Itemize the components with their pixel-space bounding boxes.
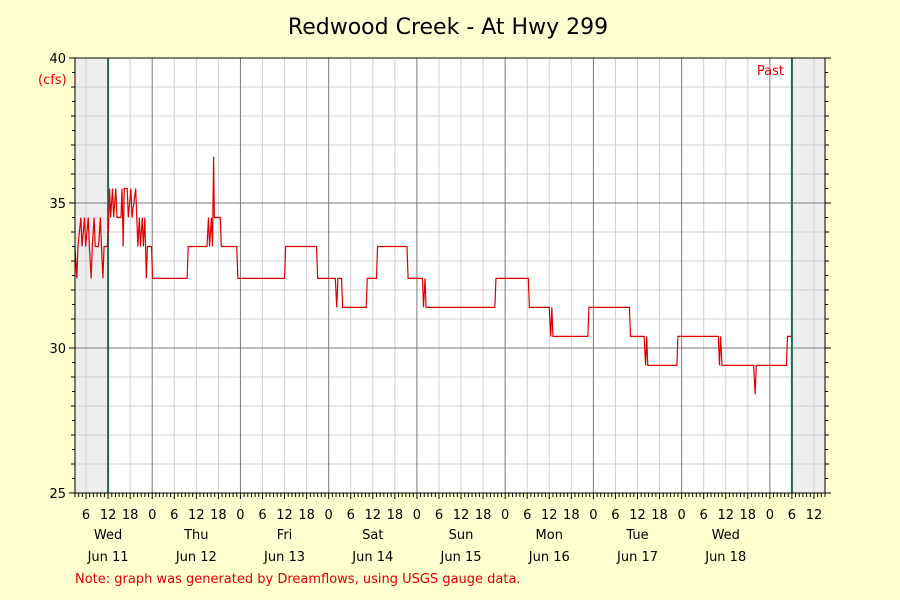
x-hour-tick-label: 18 — [210, 508, 227, 523]
x-weekday-label: Fri — [277, 528, 293, 543]
x-hour-tick-label: 0 — [236, 508, 244, 523]
x-weekday-label: Tue — [625, 528, 648, 543]
x-hour-tick-label: 18 — [740, 508, 757, 523]
x-hour-tick-label: 12 — [629, 508, 646, 523]
x-hour-tick-label: 6 — [788, 508, 796, 523]
x-hour-tick-label: 0 — [413, 508, 421, 523]
x-hour-tick-label: 18 — [651, 508, 668, 523]
x-hour-tick-label: 6 — [170, 508, 178, 523]
x-hour-tick-label: 0 — [148, 508, 156, 523]
past-annotation: Past — [757, 64, 784, 79]
x-hour-tick-label: 18 — [475, 508, 492, 523]
x-hour-tick-label: 12 — [276, 508, 293, 523]
x-hour-tick-label: 12 — [806, 508, 823, 523]
x-hour-tick-label: 6 — [523, 508, 531, 523]
x-weekday-label: Mon — [536, 528, 563, 543]
y-tick-label: 40 — [49, 52, 66, 67]
x-date-label: Jun 16 — [528, 550, 570, 565]
x-date-label: Jun 18 — [704, 550, 746, 565]
y-axis-unit: (cfs) — [38, 73, 67, 88]
x-hour-tick-label: 6 — [611, 508, 619, 523]
x-hour-tick-label: 6 — [435, 508, 443, 523]
x-hour-tick-label: 0 — [501, 508, 509, 523]
x-weekday-label: Wed — [94, 528, 122, 543]
x-date-label: Jun 11 — [87, 550, 129, 565]
flow-series-line — [74, 156, 792, 395]
y-tick-label: 35 — [49, 197, 66, 212]
y-tick-label: 30 — [49, 342, 66, 357]
chart-title: Redwood Creek - At Hwy 299 — [288, 15, 608, 40]
footnote: Note: graph was generated by Dreamflows,… — [75, 572, 521, 587]
x-hour-tick-label: 18 — [298, 508, 315, 523]
x-date-label: Jun 15 — [440, 550, 482, 565]
x-hour-tick-label: 0 — [677, 508, 685, 523]
x-hour-tick-label: 6 — [82, 508, 90, 523]
x-hour-tick-label: 18 — [387, 508, 404, 523]
y-tick-label: 25 — [49, 487, 66, 502]
series-layer — [74, 156, 792, 395]
x-hour-tick-label: 12 — [365, 508, 382, 523]
x-hour-tick-label: 18 — [563, 508, 580, 523]
y-axis-labels: 25 30 35 40 — [49, 52, 66, 502]
x-date-label: Jun 12 — [175, 550, 217, 565]
x-hour-tick-label: 12 — [188, 508, 205, 523]
x-hour-tick-label: 6 — [700, 508, 708, 523]
x-hour-tick-label: 12 — [100, 508, 117, 523]
x-date-label: Jun 17 — [616, 550, 658, 565]
x-hour-tick-label: 0 — [589, 508, 597, 523]
x-hour-tick-label: 12 — [453, 508, 470, 523]
plot-area — [75, 58, 825, 493]
x-weekday-label: Thu — [183, 528, 208, 543]
minor-grid — [75, 58, 825, 493]
x-hour-tick-label: 0 — [325, 508, 333, 523]
x-hour-tick-label: 0 — [766, 508, 774, 523]
axes — [69, 57, 831, 499]
x-hour-tick-label: 6 — [258, 508, 266, 523]
boundary-lines — [107, 58, 793, 493]
x-weekday-label: Wed — [712, 528, 740, 543]
x-axis-labels: 6 12 18 0 6 12 18 0 6 12 18 0 6 12 18 0 6 12 18 0 6 12 18 0 6 12 1… — [82, 508, 822, 565]
x-date-label: Jun 13 — [263, 550, 305, 565]
x-hour-tick-label: 6 — [347, 508, 355, 523]
x-hour-tick-label: 12 — [541, 508, 558, 523]
x-weekday-label: Sun — [449, 528, 474, 543]
x-weekday-label: Sat — [362, 528, 383, 543]
plot-background — [75, 58, 825, 493]
x-hour-tick-label: 12 — [717, 508, 734, 523]
x-date-label: Jun 14 — [351, 550, 393, 565]
x-hour-tick-label: 18 — [122, 508, 139, 523]
shaded-region — [791, 58, 825, 493]
